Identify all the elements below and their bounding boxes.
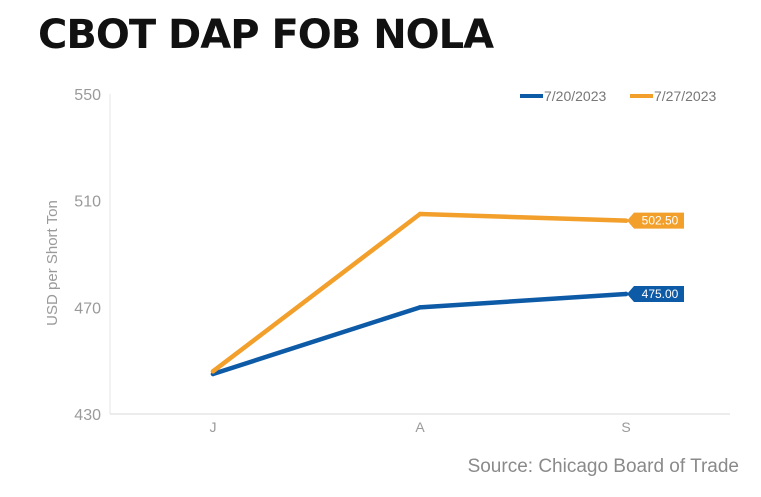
data-point [623, 218, 629, 223]
y-tick-label: 430 [74, 407, 101, 424]
end-value-label: 475.00 [642, 287, 679, 301]
end-label-badge [627, 286, 684, 302]
y-tick-label: 550 [74, 87, 101, 104]
chart-title: CBOT DAP FOB NOLA [38, 12, 494, 58]
end-label-badge [627, 212, 684, 229]
data-point [417, 305, 423, 310]
source-note: Source: Chicago Board of Trade [467, 456, 739, 477]
x-tick-label: J [210, 419, 217, 435]
x-tick-label: A [415, 419, 425, 435]
y-axis-label: USD per Short Ton [44, 200, 61, 326]
end-value-label: 502.50 [642, 214, 679, 228]
legend-label: 7/20/2023 [544, 88, 606, 104]
y-tick-label: 510 [74, 194, 101, 211]
data-point [623, 291, 629, 297]
y-tick-label: 470 [74, 300, 101, 317]
series-line-1 [210, 211, 629, 374]
data-point [417, 211, 423, 217]
data-point [210, 369, 216, 374]
legend-label: 7/27/2023 [654, 88, 716, 104]
x-tick-label: S [621, 419, 630, 435]
